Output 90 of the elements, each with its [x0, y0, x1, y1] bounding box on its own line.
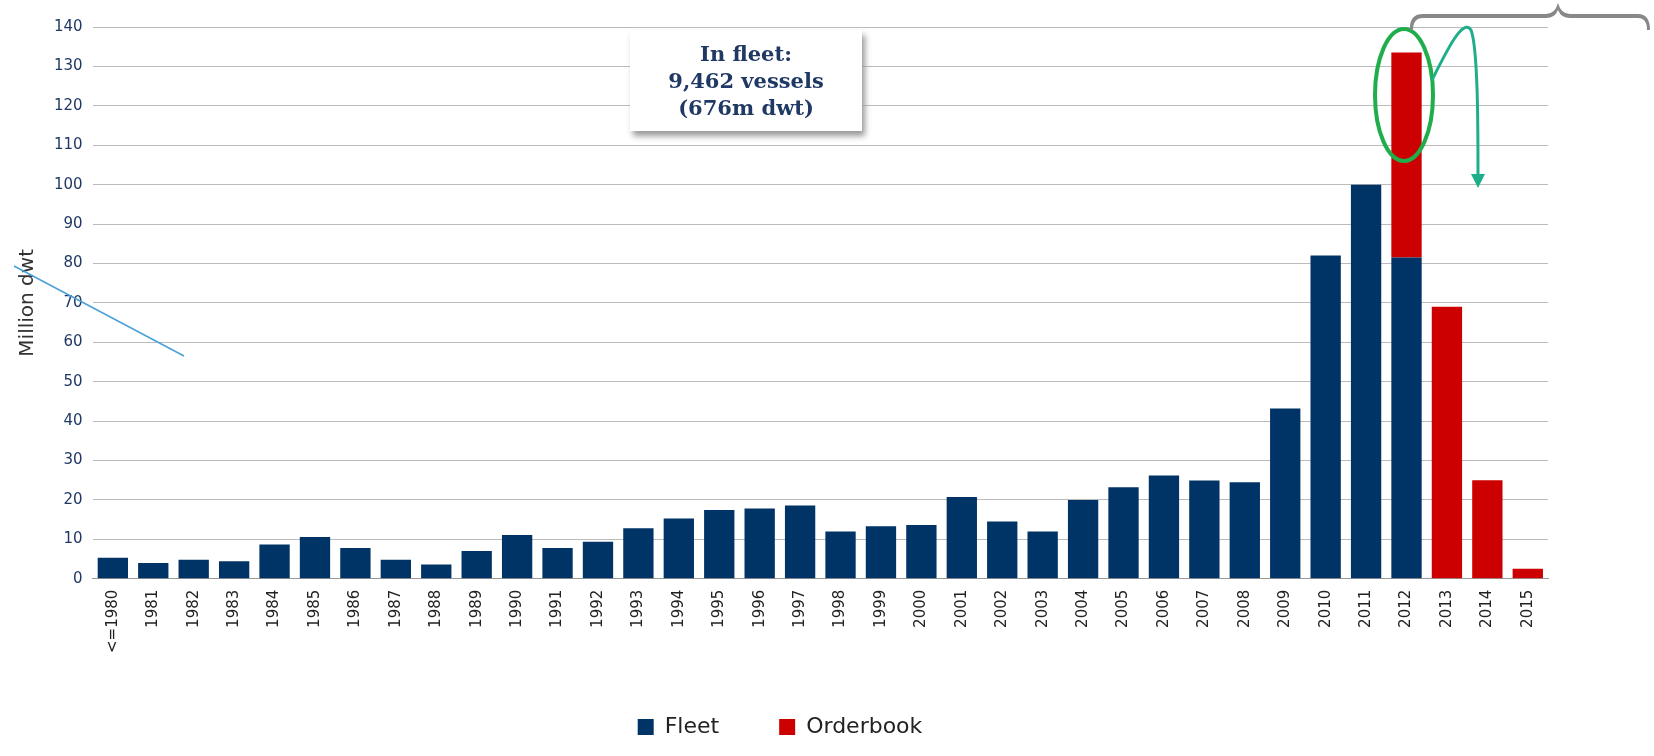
bar	[1148, 475, 1180, 579]
x-tick-label: 2000	[911, 589, 930, 628]
bar	[663, 518, 694, 579]
bar	[1512, 568, 1543, 579]
x-tick-label: 1989	[466, 589, 485, 628]
bar	[542, 547, 573, 579]
x-tick-label: 2002	[992, 589, 1011, 628]
bar	[704, 510, 735, 579]
x-tick-label: 2003	[1032, 589, 1051, 628]
x-tick-label: 2007	[1194, 589, 1213, 628]
bar	[380, 559, 411, 579]
x-tick-label: 1995	[709, 589, 728, 628]
y-tick-label: 50	[63, 371, 83, 390]
y-tick-label: 60	[63, 332, 83, 351]
bar	[1027, 531, 1058, 579]
x-tick-label: 2014	[1477, 589, 1496, 628]
y-tick-label: 140	[53, 16, 83, 35]
x-tick-label: 2011	[1355, 589, 1374, 628]
y-tick-label: 90	[63, 213, 83, 232]
y-tick-label: 80	[63, 253, 83, 272]
bar	[218, 561, 250, 579]
bar	[906, 525, 937, 579]
bar	[1189, 480, 1220, 579]
bar	[1472, 480, 1503, 579]
x-tick-label: 1981	[143, 589, 162, 628]
x-tick-label: 1999	[870, 589, 889, 628]
bar	[1108, 487, 1139, 579]
x-tick-label: 1993	[628, 589, 647, 628]
x-tick-label: 1994	[668, 589, 687, 628]
x-tick-label: 1990	[507, 589, 525, 628]
x-tick-label: 2015	[1517, 589, 1536, 628]
bar	[623, 528, 654, 579]
bar	[987, 521, 1018, 579]
y-axis-title: Million dwt	[14, 248, 39, 357]
x-tick-label: 2001	[951, 589, 970, 628]
x-tick-label: 1986	[345, 589, 364, 628]
y-tick-label: 120	[53, 95, 83, 114]
x-tick-label: 1991	[547, 589, 566, 628]
x-tick-label: 2010	[1315, 589, 1334, 628]
bar	[138, 562, 169, 579]
x-tick-label: 1992	[587, 589, 606, 628]
x-tick-label: 2005	[1113, 589, 1132, 628]
bar	[501, 534, 533, 579]
bar	[1229, 482, 1260, 579]
x-tick-label: <=1980	[102, 589, 121, 653]
bar	[946, 497, 977, 579]
bar	[259, 544, 290, 579]
bar	[1270, 408, 1301, 579]
y-tick-label: 130	[53, 56, 83, 75]
x-tick-label: 1996	[749, 589, 768, 628]
bar	[744, 508, 775, 579]
x-tick-label: 2013	[1436, 589, 1455, 628]
y-tick-label: 110	[53, 135, 83, 154]
x-tick-label: 2006	[1153, 589, 1172, 628]
bar	[1391, 257, 1422, 579]
x-tick-label: 1983	[224, 589, 243, 628]
bar	[784, 505, 816, 579]
x-tick-label: 1985	[304, 589, 323, 628]
bar	[1310, 255, 1341, 579]
bar	[421, 564, 452, 579]
x-tick-label: 2008	[1234, 589, 1253, 628]
bar	[582, 541, 614, 579]
bar	[97, 557, 128, 579]
x-tick-label: 1982	[183, 589, 202, 628]
bar	[299, 536, 331, 579]
y-tick-label: 30	[63, 450, 83, 469]
legend-label: Fleet	[664, 712, 720, 738]
y-tick-label: 0	[73, 568, 83, 587]
y-tick-label: 20	[63, 489, 83, 508]
x-tick-label: 1987	[385, 589, 404, 628]
y-tick-label: 10	[63, 529, 83, 548]
y-tick-label: 100	[53, 174, 83, 193]
x-tick-label: 1984	[264, 589, 283, 628]
bar	[825, 531, 856, 579]
x-tick-label: 1997	[789, 589, 808, 628]
bar	[865, 526, 897, 579]
bar	[461, 551, 492, 579]
bar	[178, 559, 209, 579]
x-tick-label: 2004	[1072, 589, 1091, 628]
y-tick-label: 40	[63, 410, 83, 429]
bar	[340, 547, 371, 579]
bar	[1067, 499, 1099, 579]
bar	[1431, 306, 1463, 579]
x-tick-label: 2012	[1396, 589, 1415, 628]
x-tick-label: 2009	[1275, 589, 1294, 628]
x-tick-label: 1998	[830, 589, 849, 628]
x-tick-label: 1988	[426, 589, 445, 628]
legend-label: Orderbook	[806, 712, 923, 738]
callout-box: In fleet: 9,462 vessels (676m dwt)	[630, 30, 862, 131]
bar	[1350, 184, 1382, 579]
